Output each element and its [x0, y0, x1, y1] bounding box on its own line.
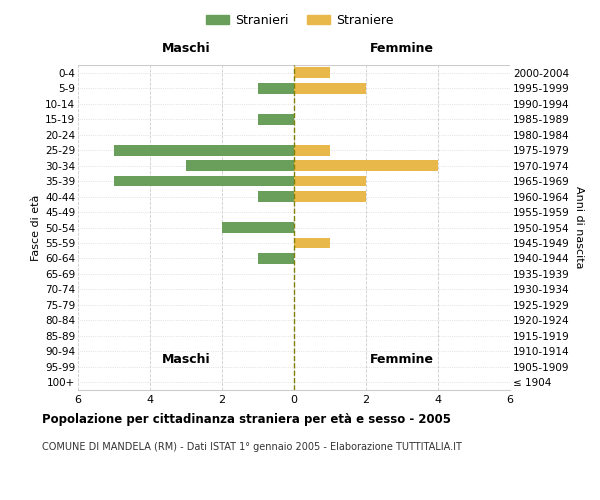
Bar [258, 83, 294, 94]
Bar [294, 160, 438, 171]
Bar [294, 191, 366, 202]
Bar [294, 238, 330, 248]
Bar [294, 176, 366, 186]
Bar [114, 144, 294, 156]
Bar [294, 68, 330, 78]
Y-axis label: Fasce di età: Fasce di età [31, 194, 41, 260]
Text: COMUNE DI MANDELA (RM) - Dati ISTAT 1° gennaio 2005 - Elaborazione TUTTITALIA.IT: COMUNE DI MANDELA (RM) - Dati ISTAT 1° g… [42, 442, 462, 452]
Bar [294, 144, 330, 156]
Text: Popolazione per cittadinanza straniera per età e sesso - 2005: Popolazione per cittadinanza straniera p… [42, 412, 451, 426]
Bar [186, 160, 294, 171]
Bar [114, 176, 294, 186]
Bar [258, 253, 294, 264]
Bar [222, 222, 294, 233]
Text: Femmine: Femmine [370, 354, 434, 366]
Text: Maschi: Maschi [161, 354, 211, 366]
Text: Maschi: Maschi [161, 42, 211, 55]
Legend: Stranieri, Straniere: Stranieri, Straniere [202, 8, 398, 32]
Bar [294, 83, 366, 94]
Text: Femmine: Femmine [370, 42, 434, 55]
Bar [258, 114, 294, 124]
Y-axis label: Anni di nascita: Anni di nascita [574, 186, 584, 269]
Bar [258, 191, 294, 202]
